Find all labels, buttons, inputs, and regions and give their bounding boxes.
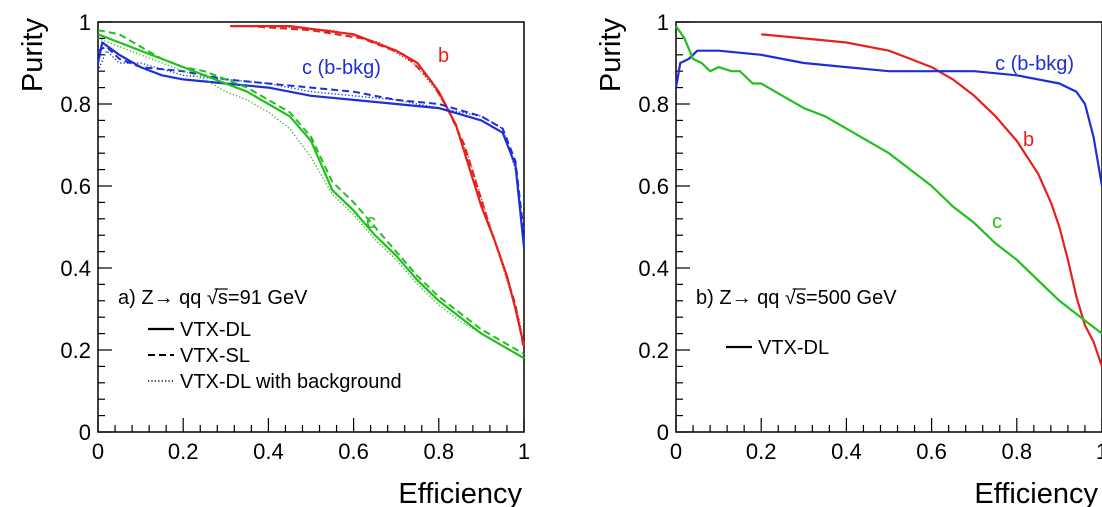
curve-label: c bbox=[366, 211, 376, 233]
series-line-b-solid bbox=[761, 33, 1102, 367]
y-tick-label: 0.2 bbox=[638, 338, 669, 363]
curve-label: b bbox=[438, 45, 449, 67]
annotation-process: qq bbox=[752, 287, 785, 309]
annotation-sqrt: √ bbox=[207, 287, 218, 309]
y-axis-title: Purity bbox=[595, 18, 627, 93]
x-tick-label: 0.6 bbox=[916, 439, 947, 464]
legend-label: VTX-SL bbox=[180, 345, 250, 367]
y-tick-label: 0.6 bbox=[60, 174, 91, 199]
series-line-c_bbkg-dashed bbox=[97, 45, 525, 236]
curve-label: c (b-bkg) bbox=[995, 53, 1074, 75]
x-tick-label: 0.2 bbox=[746, 439, 777, 464]
annotation-prefix: b) Z bbox=[696, 287, 732, 309]
legend-label: VTX-DL with background bbox=[180, 371, 402, 393]
x-tick-label: 0 bbox=[670, 439, 682, 464]
plot-frame bbox=[675, 21, 1102, 433]
curve-label: b bbox=[1023, 129, 1034, 151]
x-tick-label: 0.8 bbox=[1002, 439, 1033, 464]
series-line-c-solid bbox=[97, 33, 525, 360]
x-axis-title: Efficiency bbox=[974, 478, 1098, 507]
y-tick-label: 0.6 bbox=[638, 174, 669, 199]
panel-b: 0 0.2 0.4 0.6 0.8 1 0 0.2 0.4 0.6 0.8 1 Efficiency Pu… bbox=[595, 10, 1102, 507]
x-tick-label: 1 bbox=[518, 439, 530, 464]
x-tick-label: 0 bbox=[92, 439, 104, 464]
series-line-c-dotted bbox=[97, 37, 525, 359]
series-line-c_bbkg-solid bbox=[96, 41, 526, 248]
y-tick-label: 0.8 bbox=[60, 92, 91, 117]
legend-label: VTX-DL bbox=[758, 337, 829, 359]
series-line-c-dashed bbox=[97, 29, 525, 355]
curve-label: c bbox=[992, 211, 1002, 233]
x-axis-title: Efficiency bbox=[398, 478, 522, 507]
x-tick-label: 1 bbox=[1096, 439, 1102, 464]
annotation-prefix: a) Z bbox=[118, 287, 154, 309]
annotation-arrow: → bbox=[732, 287, 752, 309]
x-tick-label: 0.8 bbox=[424, 439, 455, 464]
annotation-process: qq bbox=[174, 287, 207, 309]
y-tick-label: 0.2 bbox=[60, 338, 91, 363]
annotation-s-value: s=91 GeV bbox=[218, 287, 308, 309]
process-annotation: a) Z→ qq √s=91 GeV bbox=[118, 287, 308, 309]
process-annotation: b) Z→ qq √s=500 GeV bbox=[696, 287, 897, 309]
series-line-c-solid bbox=[675, 25, 1102, 335]
panel-a: 0 0.2 0.4 0.6 0.8 1 0 0.2 0.4 0.6 0.8 1 Efficiency Pu… bbox=[17, 10, 530, 507]
y-tick-label: 0 bbox=[657, 420, 669, 445]
x-tick-label: 0.2 bbox=[168, 439, 199, 464]
y-tick-label: 1 bbox=[79, 10, 91, 35]
y-tick-label: 1 bbox=[657, 10, 669, 35]
legend-label: VTX-DL bbox=[180, 319, 251, 341]
annotation-sqrt: √ bbox=[785, 287, 796, 309]
y-tick-label: 0.4 bbox=[638, 256, 669, 281]
annotation-s-value: s=500 GeV bbox=[796, 287, 897, 309]
curve-label: c (b-bkg) bbox=[302, 57, 381, 79]
x-tick-label: 0.4 bbox=[831, 439, 862, 464]
y-tick-label: 0 bbox=[79, 420, 91, 445]
series-line-c_bbkg-dotted bbox=[97, 50, 525, 244]
x-tick-label: 0.6 bbox=[338, 439, 369, 464]
y-tick-label: 0.4 bbox=[60, 256, 91, 281]
y-tick-label: 0.8 bbox=[638, 92, 669, 117]
x-tick-label: 0.4 bbox=[253, 439, 284, 464]
series-line-b-dotted bbox=[268, 25, 525, 347]
y-axis-title: Purity bbox=[17, 18, 49, 93]
annotation-arrow: → bbox=[154, 287, 174, 309]
series-line-c_bbkg-solid bbox=[674, 49, 1102, 187]
